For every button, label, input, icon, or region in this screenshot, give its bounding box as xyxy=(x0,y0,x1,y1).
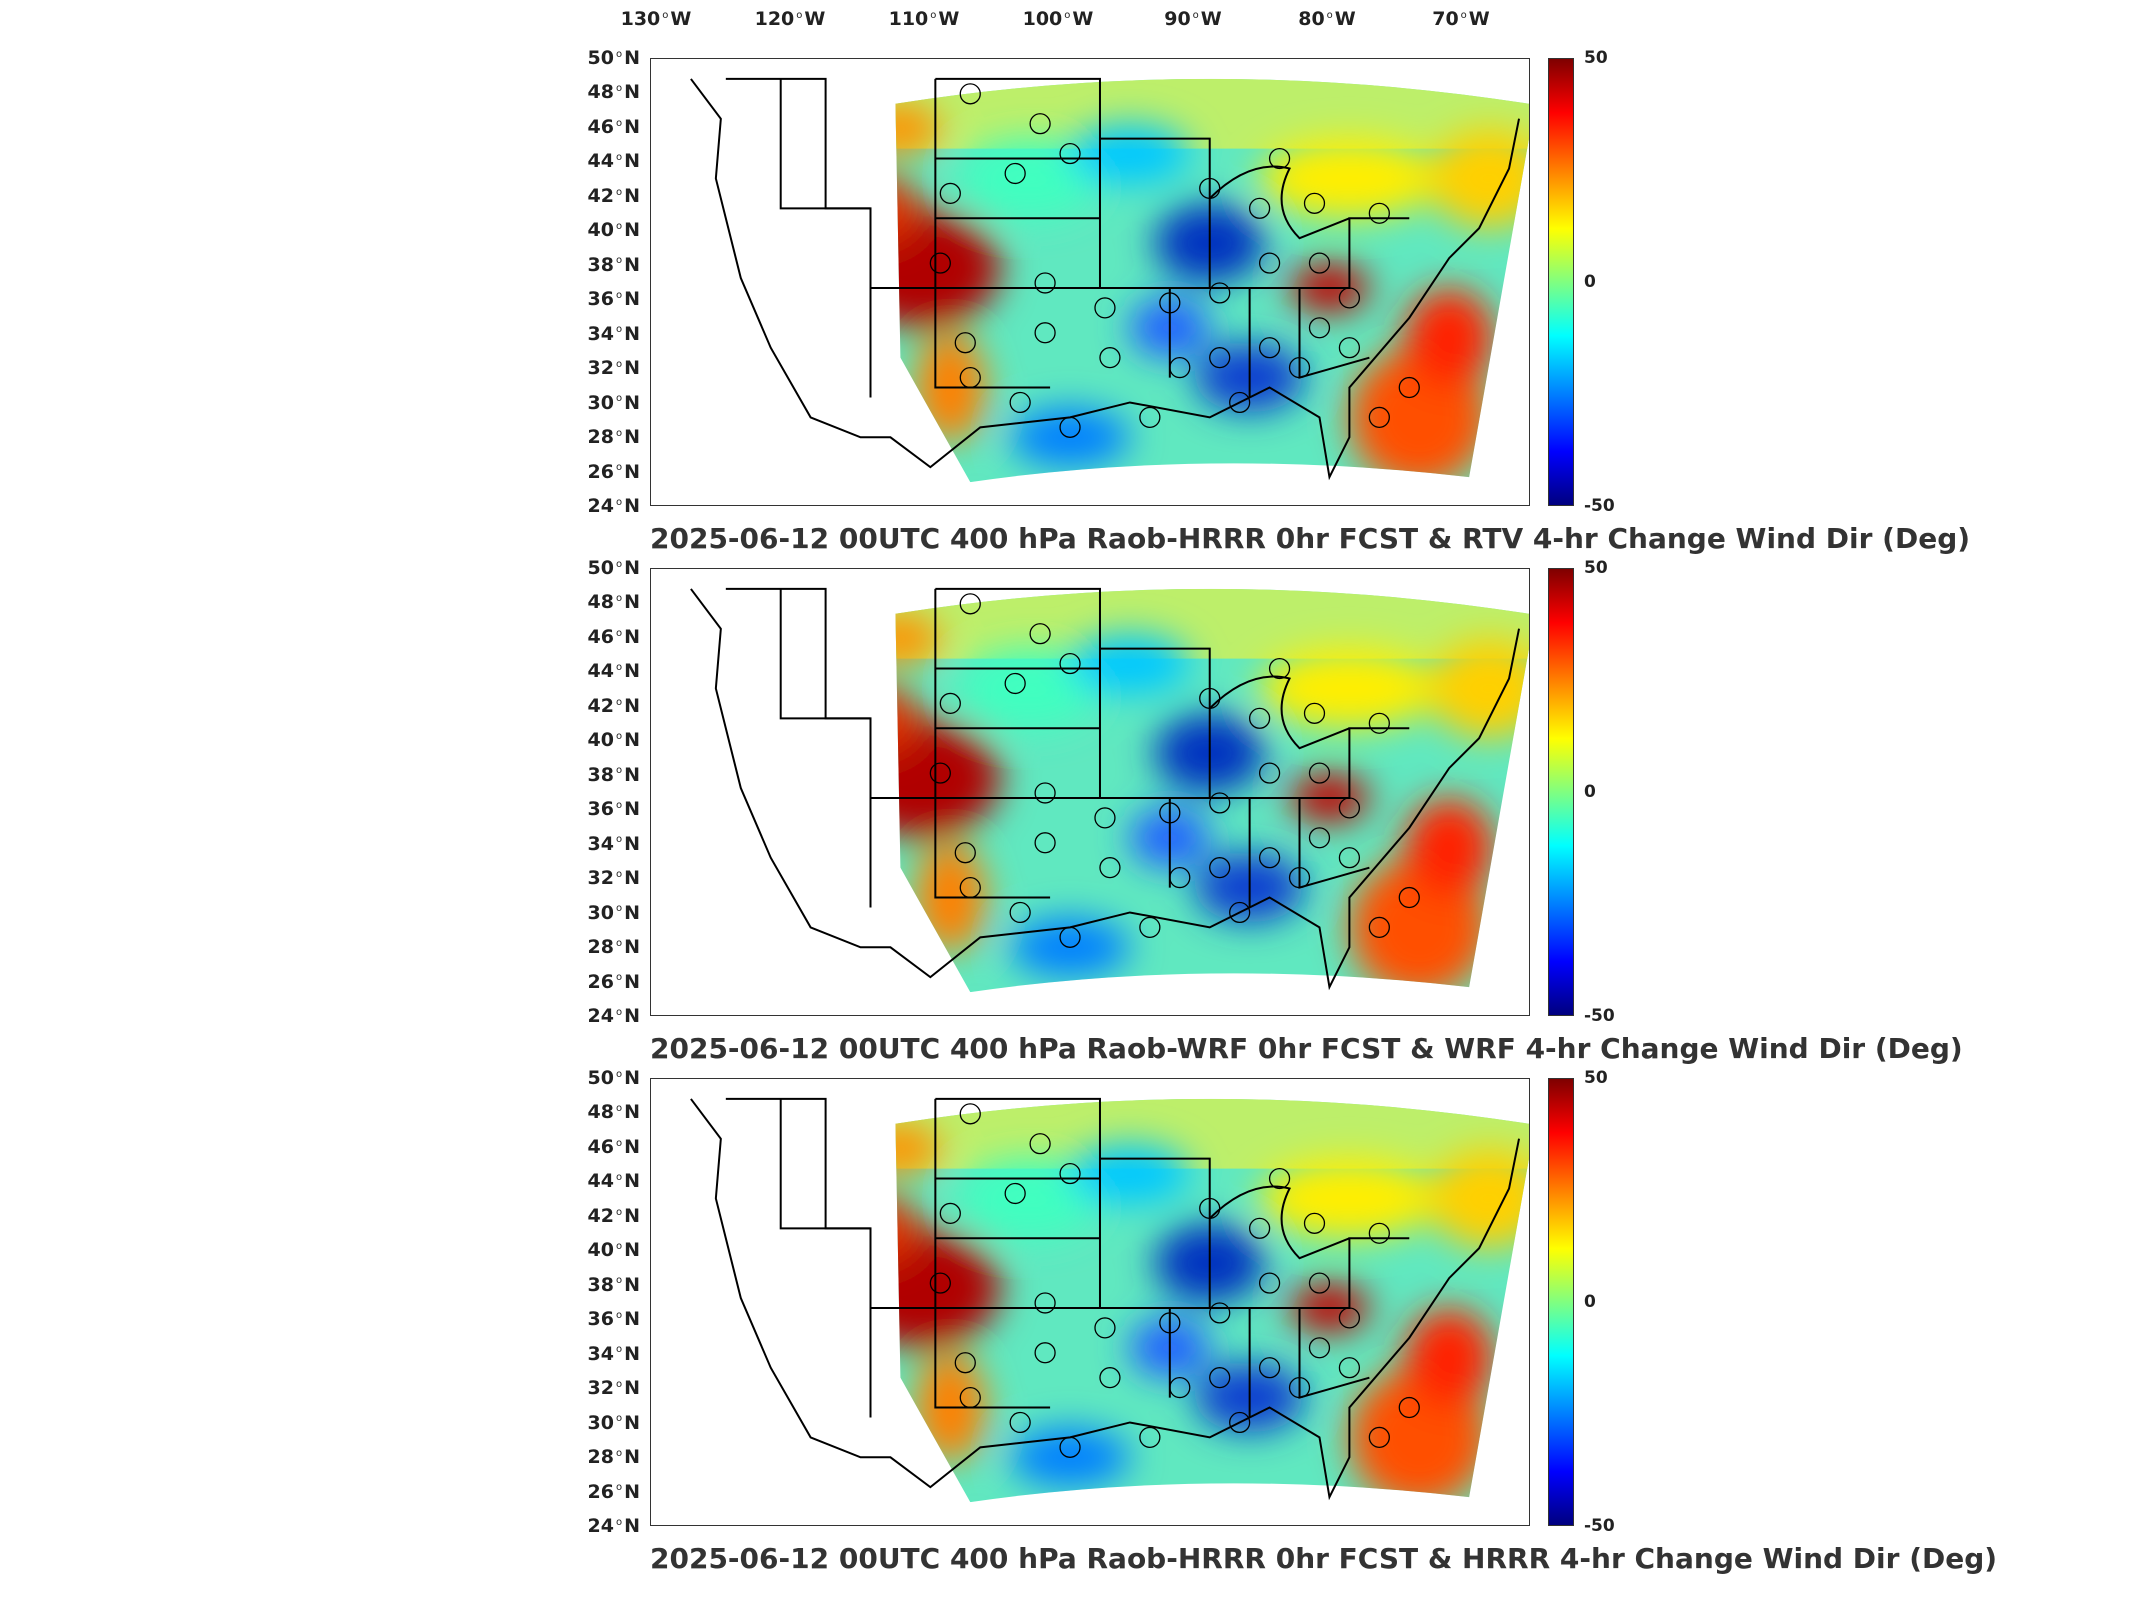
latitude-tick-label: 30 o N xyxy=(587,391,640,414)
latitude-tick-label: 28 o N xyxy=(587,426,640,449)
latitude-tick-label: 42 o N xyxy=(587,184,640,207)
latitude-tick-label: 40 o N xyxy=(587,729,640,752)
wind-direction-field xyxy=(690,1097,1529,1503)
map-frame xyxy=(650,1078,1530,1526)
latitude-tick-label: 46 o N xyxy=(587,625,640,648)
latitude-tick-label: 50 o N xyxy=(587,1067,640,1089)
longitude-tick-label: 90 o W xyxy=(1164,8,1222,30)
panel-title: 2025-06-12 00UTC 400 hPa Raob-HRRR 0hr F… xyxy=(650,1542,1998,1575)
colorbar-tick-label: -50 xyxy=(1584,496,1615,516)
colorbar-tick-label: 0 xyxy=(1584,782,1596,802)
latitude-tick-label: 32 o N xyxy=(587,1377,640,1400)
latitude-tick-label: 36 o N xyxy=(587,288,640,311)
map-frame xyxy=(650,568,1530,1016)
latitude-tick-label: 44 o N xyxy=(587,150,640,173)
latitude-tick-label: 48 o N xyxy=(587,1101,640,1124)
latitude-tick-label: 40 o N xyxy=(587,219,640,242)
longitude-tick-label: 70 o W xyxy=(1432,8,1490,30)
latitude-tick-label: 50 o N xyxy=(587,557,640,579)
latitude-tick-label: 48 o N xyxy=(587,591,640,614)
colorbar-tick-label: -50 xyxy=(1584,1516,1615,1536)
colorbar-tick-label: -50 xyxy=(1584,1006,1615,1026)
latitude-tick-label: 46 o N xyxy=(587,115,640,138)
latitude-tick-label: 28 o N xyxy=(587,936,640,959)
latitude-tick-label: 40 o N xyxy=(587,1239,640,1262)
map-frame xyxy=(650,58,1530,506)
latitude-tick-label: 30 o N xyxy=(587,901,640,924)
longitude-tick-label: 80 o W xyxy=(1298,8,1356,30)
longitude-tick-label: 110 o W xyxy=(888,8,960,30)
wind-direction-field xyxy=(690,587,1529,993)
longitude-tick-label: 130 o W xyxy=(620,8,692,30)
latitude-tick-label: 42 o N xyxy=(587,1204,640,1227)
latitude-tick-label: 34 o N xyxy=(587,832,640,855)
longitude-tick-label: 120 o W xyxy=(754,8,826,30)
latitude-tick-label: 36 o N xyxy=(587,1308,640,1331)
panel-title: 2025-06-12 00UTC 400 hPa Raob-HRRR 0hr F… xyxy=(650,522,1971,555)
colorbar-tick-label: 0 xyxy=(1584,1292,1596,1312)
latitude-tick-label: 50 o N xyxy=(587,47,640,69)
latitude-tick-label: 48 o N xyxy=(587,81,640,104)
panel-title: 2025-06-12 00UTC 400 hPa Raob-WRF 0hr FC… xyxy=(650,1032,1963,1065)
wind-direction-field xyxy=(690,77,1529,483)
colorbar xyxy=(1548,1078,1574,1526)
latitude-tick-label: 26 o N xyxy=(587,1480,640,1503)
latitude-tick-label: 44 o N xyxy=(587,660,640,683)
latitude-tick-label: 24 o N xyxy=(587,495,640,517)
latitude-tick-label: 46 o N xyxy=(587,1135,640,1158)
longitude-tick-label: 100 o W xyxy=(1022,8,1094,30)
colorbar-tick-label: 50 xyxy=(1584,48,1608,68)
latitude-tick-label: 36 o N xyxy=(587,798,640,821)
latitude-tick-label: 42 o N xyxy=(587,694,640,717)
latitude-tick-label: 30 o N xyxy=(587,1411,640,1434)
latitude-tick-label: 34 o N xyxy=(587,322,640,345)
latitude-tick-label: 24 o N xyxy=(587,1515,640,1537)
latitude-tick-label: 32 o N xyxy=(587,867,640,890)
colorbar xyxy=(1548,568,1574,1016)
latitude-tick-label: 38 o N xyxy=(587,253,640,276)
latitude-tick-label: 26 o N xyxy=(587,460,640,483)
latitude-tick-label: 32 o N xyxy=(587,357,640,380)
latitude-tick-label: 24 o N xyxy=(587,1005,640,1027)
latitude-tick-label: 44 o N xyxy=(587,1170,640,1193)
latitude-tick-label: 38 o N xyxy=(587,1273,640,1296)
latitude-tick-label: 26 o N xyxy=(587,970,640,993)
latitude-tick-label: 34 o N xyxy=(587,1342,640,1365)
colorbar-tick-label: 50 xyxy=(1584,558,1608,578)
longitude-axis: 130 o W 120 o W 110 o W 100 o W 90 o W 80 o W 70 o W xyxy=(0,0,2133,40)
colorbar-tick-label: 0 xyxy=(1584,272,1596,292)
colorbar-tick-label: 50 xyxy=(1584,1068,1608,1088)
colorbar xyxy=(1548,58,1574,506)
latitude-tick-label: 28 o N xyxy=(587,1446,640,1469)
latitude-tick-label: 38 o N xyxy=(587,763,640,786)
